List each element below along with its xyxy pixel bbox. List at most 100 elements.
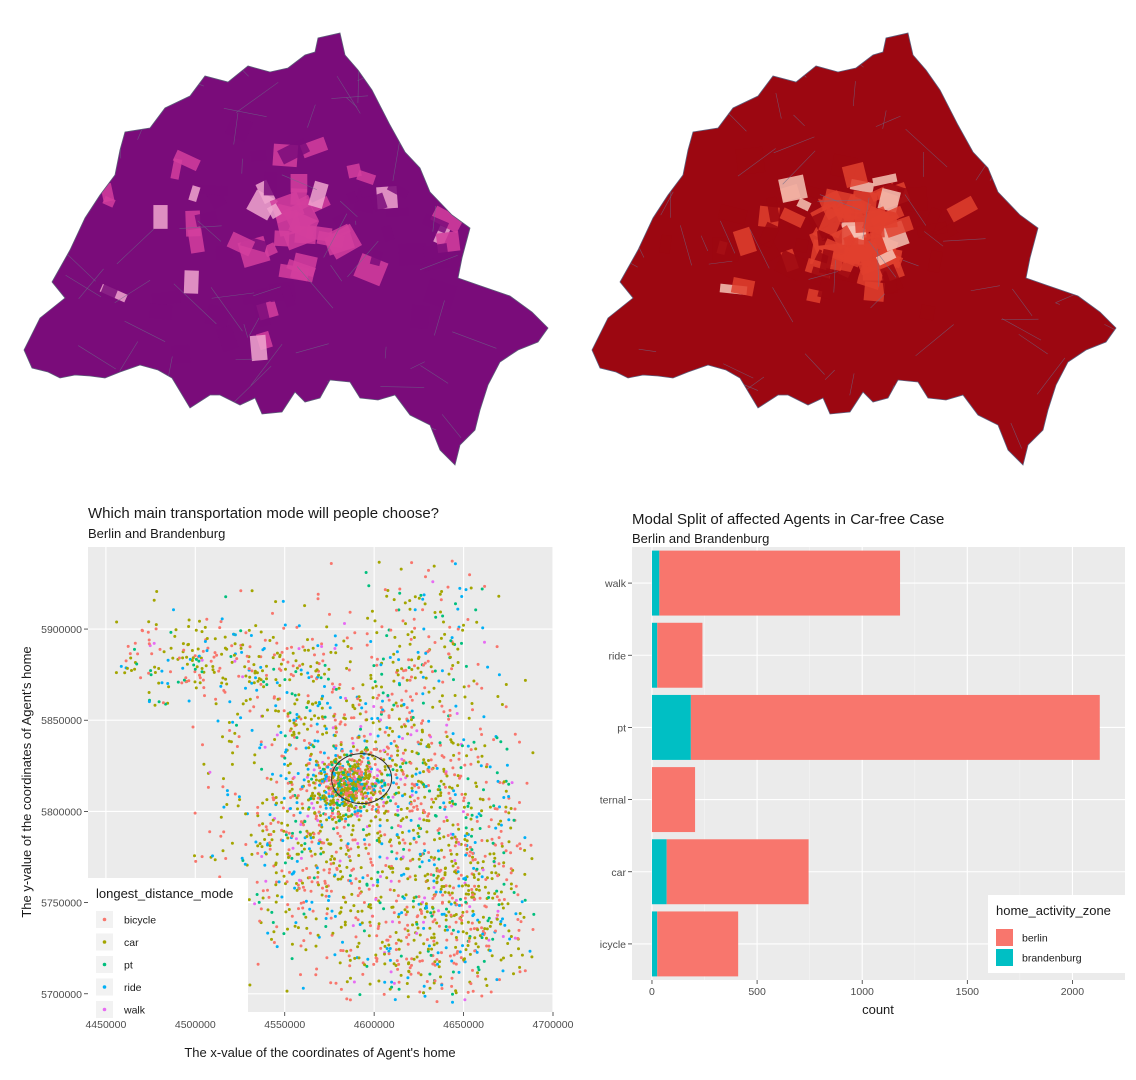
scatter-point-car <box>408 642 412 646</box>
map-boundary-line <box>419 254 458 271</box>
scatter-point-pt <box>381 691 385 695</box>
scatter-point-car <box>275 801 278 805</box>
scatter-point-car <box>365 718 369 722</box>
scatter-point-ride <box>427 859 431 862</box>
scatter-point-pt <box>346 760 350 764</box>
scatter-point-bicycle <box>452 953 456 957</box>
map-boundary-line <box>528 387 536 421</box>
scatter-point-car <box>460 921 464 925</box>
scatter-point-pt <box>361 828 365 832</box>
scatter-point-walk <box>410 793 414 797</box>
scatter-point-car <box>295 698 299 702</box>
scatter-point-pt <box>309 797 313 800</box>
scatter-point-bicycle <box>356 894 360 898</box>
scatter-point-bicycle <box>431 897 435 900</box>
scatter-point-bicycle <box>453 844 457 848</box>
scatter-point-ride <box>211 854 214 858</box>
scatter-point-ride <box>326 765 330 769</box>
scatter-point-ride <box>457 904 461 907</box>
scatter-point-bicycle <box>316 597 320 601</box>
map-boundary-line <box>119 341 139 371</box>
scatter-point-bicycle <box>389 754 393 758</box>
scatter-point-pt <box>397 608 401 612</box>
scatter-point-bicycle <box>410 963 413 967</box>
map-boundary-line <box>30 166 54 204</box>
scatter-point-car <box>314 774 318 778</box>
scatter-point-pt <box>470 834 473 838</box>
map-boundary-line <box>503 202 530 223</box>
map-boundary-line <box>1018 334 1048 355</box>
scatter-point-car <box>274 883 278 887</box>
scatter-point-pt <box>505 747 509 751</box>
scatter-point-ride <box>333 634 337 638</box>
scatter-point-ride <box>514 912 518 916</box>
scatter-point-pt <box>474 608 478 612</box>
scatter-point-car <box>530 955 534 959</box>
scatter-point-pt <box>362 786 366 790</box>
bar-category-label-ride: ride <box>608 650 626 662</box>
scatter-point-car <box>425 830 429 834</box>
scatter-point-bicycle <box>291 777 295 781</box>
scatter-point-car <box>475 620 479 624</box>
scatter-point-ride <box>435 766 439 770</box>
scatter-point-bicycle <box>299 787 303 791</box>
scatter-point-car <box>400 768 404 772</box>
map-district <box>730 277 756 297</box>
scatter-legend-swatch-car <box>102 940 107 944</box>
map-district <box>927 249 943 273</box>
scatter-point-pt <box>339 791 343 795</box>
scatter-point-pt <box>373 680 377 684</box>
scatter-point-car <box>410 774 414 778</box>
scatter-point-bicycle <box>403 841 407 845</box>
scatter-point-bicycle <box>355 760 359 764</box>
scatter-point-pt <box>475 867 479 871</box>
scatter-point-car <box>306 701 310 705</box>
scatter-point-bicycle <box>352 716 356 720</box>
scatter-point-bicycle <box>480 839 484 842</box>
scatter-point-bicycle <box>359 792 363 796</box>
scatter-point-bicycle <box>244 631 248 635</box>
scatter-point-pt <box>427 789 431 793</box>
scatter-point-bicycle <box>354 791 358 795</box>
scatter-point-bicycle <box>386 752 390 756</box>
scatter-point-car <box>483 885 487 889</box>
scatter-point-bicycle <box>405 957 409 961</box>
scatter-point-pt <box>224 595 228 599</box>
map-district <box>796 197 812 212</box>
scatter-point-walk <box>400 757 404 761</box>
scatter-point-ride <box>250 681 254 685</box>
map-boundary-line <box>1064 280 1098 282</box>
scatter-point-car <box>361 796 365 800</box>
scatter-point-car <box>474 942 478 946</box>
map-district <box>286 258 316 278</box>
scatter-point-bicycle <box>348 758 352 762</box>
scatter-point-bicycle <box>361 972 365 976</box>
scatter-point-pt <box>402 847 406 851</box>
scatter-point-car <box>353 956 357 960</box>
scatter-point-bicycle <box>237 735 241 739</box>
scatter-point-walk <box>496 909 500 913</box>
scatter-point-bicycle <box>330 811 334 815</box>
scatter-point-car <box>357 854 361 857</box>
map-boundary-line <box>1054 435 1067 465</box>
scatter-point-pt <box>480 936 484 940</box>
scatter-point-ride <box>507 818 511 822</box>
scatter-point-car <box>200 630 204 634</box>
scatter-point-ride <box>340 798 344 802</box>
map-boundary-line <box>623 33 640 41</box>
scatter-x-label: The x-value of the coordinates of Agent'… <box>184 1045 455 1060</box>
scatter-point-car <box>345 980 349 984</box>
scatter-point-bicycle <box>390 692 394 696</box>
scatter-point-car <box>154 623 158 627</box>
scatter-point-pt <box>479 814 483 818</box>
scatter-point-ride <box>464 876 467 880</box>
scatter-point-ride <box>275 945 279 949</box>
map-boundary-line <box>211 292 255 299</box>
map-boundary-line <box>409 70 424 75</box>
scatter-point-bicycle <box>409 637 413 641</box>
scatter-point-ride <box>503 923 507 927</box>
scatter-point-ride <box>383 980 387 984</box>
scatter-point-bicycle <box>509 851 513 855</box>
map-district <box>226 231 256 257</box>
map-boundary-line <box>281 174 317 190</box>
